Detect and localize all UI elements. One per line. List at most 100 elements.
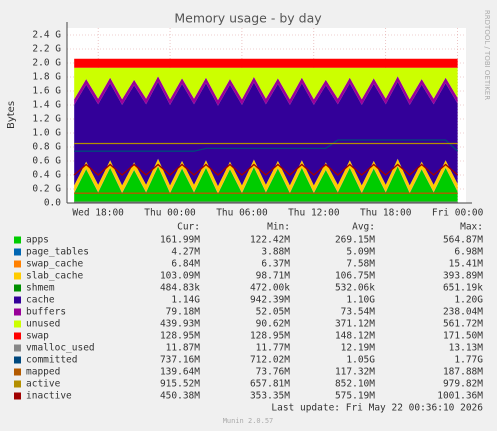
legend-stat: 6.84M xyxy=(171,259,200,270)
legend-stat: 564.87M xyxy=(443,235,483,246)
y-tick-label: 0.0 xyxy=(44,198,61,209)
legend-stat: 103.09M xyxy=(160,271,200,282)
legend-header: Avg: xyxy=(352,222,375,233)
x-tick-label: Fri 00:00 xyxy=(432,208,484,219)
x-tick-label: Thu 00:00 xyxy=(144,208,196,219)
legend-swatch xyxy=(14,380,21,388)
legend-stat: 11.77M xyxy=(256,343,291,354)
legend-stat: 187.88M xyxy=(443,367,483,378)
x-tick-label: Wed 18:00 xyxy=(72,208,124,219)
legend-stat: 269.15M xyxy=(335,235,375,246)
version: Munin 2.0.57 xyxy=(223,417,274,425)
legend-stat: 15.41M xyxy=(449,259,484,270)
area xyxy=(74,81,458,187)
y-tick-label: 1.6 G xyxy=(32,86,61,97)
legend-swatch xyxy=(14,296,21,304)
legend-stat: 4.27M xyxy=(171,247,200,258)
legend-stat: 122.42M xyxy=(250,235,290,246)
legend-stat: 73.76M xyxy=(256,367,291,378)
legend-stat: 561.72M xyxy=(443,319,483,330)
y-tick-label: 1.2 G xyxy=(32,114,61,125)
legend-swatch xyxy=(14,368,21,376)
legend-header: Max: xyxy=(460,222,483,233)
line xyxy=(73,163,459,176)
y-tick-label: 1.0 G xyxy=(32,128,61,139)
legend-stat: 1.14G xyxy=(171,295,200,306)
legend-stat: 98.71M xyxy=(256,271,291,282)
legend-stat: 13.13M xyxy=(449,343,484,354)
legend-header: Min: xyxy=(267,222,290,233)
legend-stat: 90.62M xyxy=(256,319,291,330)
y-axis-label: Bytes xyxy=(6,101,17,129)
legend-stat: 6.37M xyxy=(261,259,290,270)
legend-stat: 171.50M xyxy=(443,331,483,342)
legend-label: swap xyxy=(26,331,49,342)
legend-label: shmem xyxy=(26,283,55,294)
legend-stat: 979.82M xyxy=(443,379,483,390)
y-tick-label: 0.8 G xyxy=(32,142,61,153)
legend-stat: 737.16M xyxy=(160,355,200,366)
legend-stat: 450.38M xyxy=(160,391,200,402)
y-tick-label: 1.8 G xyxy=(32,72,61,83)
legend-swatch xyxy=(14,392,21,400)
x-tick-label: Thu 12:00 xyxy=(288,208,340,219)
legend-label: swap_cache xyxy=(26,259,83,270)
legend-swatch xyxy=(14,308,21,316)
legend-label: unused xyxy=(26,319,60,330)
y-tick-label: 0.6 G xyxy=(32,156,61,167)
y-tick-label: 0.4 G xyxy=(32,170,61,181)
legend-swatch xyxy=(14,356,21,364)
legend-stat: 238.04M xyxy=(443,307,483,318)
legend-stat: 161.99M xyxy=(160,235,200,246)
legend-stat: 6.98M xyxy=(454,247,483,258)
legend-stat: 915.52M xyxy=(160,379,200,390)
x-tick-label: Thu 06:00 xyxy=(216,208,268,219)
y-tick-label: 0.2 G xyxy=(32,184,61,195)
legend-stat: 657.81M xyxy=(250,379,290,390)
area xyxy=(74,58,458,68)
legend-stat: 12.19M xyxy=(341,343,376,354)
y-tick-label: 2.2 G xyxy=(32,44,61,55)
area xyxy=(74,158,458,194)
legend-stat: 532.06k xyxy=(335,283,375,294)
legend-swatch xyxy=(14,260,21,268)
line xyxy=(74,139,459,152)
legend-stat: 5.09M xyxy=(346,247,375,258)
legend-swatch xyxy=(14,332,21,340)
legend-stat: 942.39M xyxy=(250,295,290,306)
legend-label: buffers xyxy=(26,307,66,318)
legend-stat: 52.05M xyxy=(256,307,291,318)
legend-swatch xyxy=(14,236,21,244)
legend-label: slab_cache xyxy=(26,271,83,282)
legend-swatch xyxy=(14,248,21,256)
legend-stat: 1001.36M xyxy=(437,391,483,402)
legend-label: active xyxy=(26,379,61,390)
legend-stat: 353.35M xyxy=(250,391,290,402)
legend-label: inactive xyxy=(26,391,72,402)
y-tick-label: 1.4 G xyxy=(32,100,61,111)
legend-stat: 1.77G xyxy=(454,355,483,366)
legend-swatch xyxy=(14,272,21,280)
legend-stat: 472.00k xyxy=(250,283,290,294)
y-tick-label: 2.4 G xyxy=(32,30,61,41)
legend-label: vmalloc_used xyxy=(26,343,95,354)
legend-stat: 439.93M xyxy=(160,319,200,330)
legend-label: page_tables xyxy=(26,247,89,258)
legend-stat: 852.10M xyxy=(335,379,375,390)
legend-label: cache xyxy=(26,295,55,306)
legend-header: Cur: xyxy=(177,222,200,233)
legend-label: apps xyxy=(26,235,49,246)
legend-stat: 73.54M xyxy=(341,307,376,318)
legend-stat: 484.83k xyxy=(160,283,200,294)
x-tick-label: Thu 18:00 xyxy=(360,208,412,219)
legend-stat: 1.20G xyxy=(454,295,483,306)
legend-stat: 139.64M xyxy=(160,367,200,378)
legend-stat: 1.10G xyxy=(346,295,375,306)
legend-stat: 128.95M xyxy=(250,331,290,342)
legend-stat: 128.95M xyxy=(160,331,200,342)
area xyxy=(74,166,458,203)
legend-stat: 106.75M xyxy=(335,271,375,282)
legend-stat: 148.12M xyxy=(335,331,375,342)
legend-stat: 1.05G xyxy=(346,355,375,366)
